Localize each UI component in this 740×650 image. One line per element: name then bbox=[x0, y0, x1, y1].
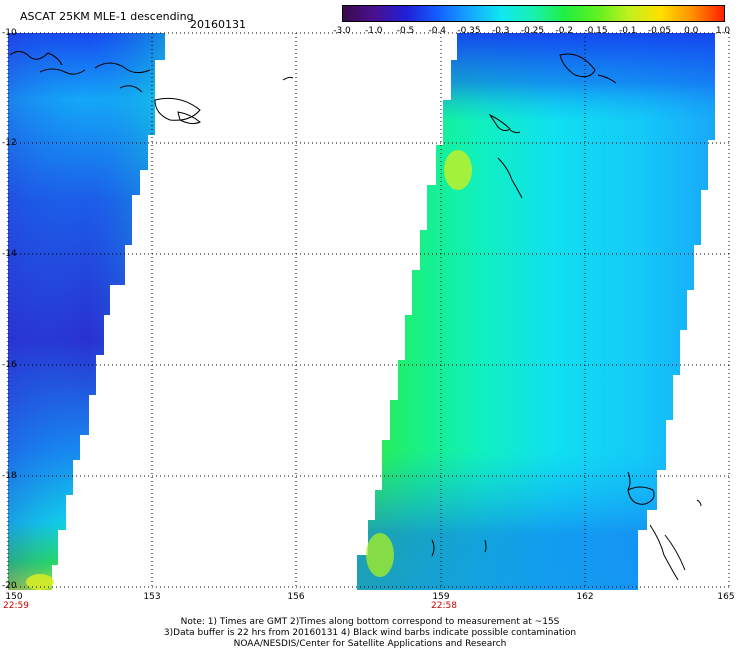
colorbar-tick-label: -0.3 bbox=[491, 26, 510, 36]
lat-label: -18 bbox=[2, 471, 17, 481]
lat-label: -20 bbox=[2, 581, 17, 591]
colorbar-tick-label: -0.1 bbox=[618, 26, 637, 36]
coastlines bbox=[9, 51, 702, 581]
map-title: ASCAT 25KM MLE-1 descending bbox=[20, 10, 194, 23]
colorbar-tick-label: -0.15 bbox=[584, 26, 608, 36]
lat-label: -12 bbox=[2, 138, 17, 148]
colorbar-tick-label: -0.5 bbox=[396, 26, 415, 36]
colorbar-tick-label: -0.2 bbox=[555, 26, 574, 36]
lon-label: 162 bbox=[576, 592, 594, 602]
lat-label: -10 bbox=[2, 28, 17, 38]
note-line-2: 3)Data buffer is 22 hrs from 20160131 4)… bbox=[163, 628, 577, 638]
lon-label: 159 bbox=[432, 592, 450, 602]
colorbar-tick-label: -1.0 bbox=[364, 26, 383, 36]
time-label: 22:59 bbox=[3, 601, 29, 611]
lon-label: 156 bbox=[287, 592, 305, 602]
lon-label: 150 bbox=[5, 592, 23, 602]
colorbar-tick-label: -0.35 bbox=[457, 26, 481, 36]
colorbar-tick-label: -3.0 bbox=[333, 26, 351, 36]
colorbar bbox=[342, 5, 725, 22]
lon-label: 165 bbox=[717, 592, 735, 602]
colorbar-tick-label: 0.0 bbox=[684, 26, 699, 36]
note-line-1: Note: 1) Times are GMT 2)Times along bot… bbox=[180, 617, 560, 627]
gridlines bbox=[7, 32, 730, 588]
colorbar-tick-label: 1.0 bbox=[715, 26, 731, 36]
note-line-3: NOAA/NESDIS/Center for Satellite Applica… bbox=[233, 639, 507, 649]
colorbar-tick-label: -0.4 bbox=[428, 26, 447, 36]
colorbar-tick-label: -0.05 bbox=[647, 26, 672, 36]
time-label: 22:58 bbox=[431, 601, 457, 611]
lon-label: 153 bbox=[143, 592, 161, 602]
lat-label: -16 bbox=[2, 360, 17, 370]
map-date: 20160131 bbox=[190, 18, 246, 31]
lat-label: -14 bbox=[2, 249, 17, 259]
colorbar-tick-label: -0.25 bbox=[520, 26, 545, 36]
